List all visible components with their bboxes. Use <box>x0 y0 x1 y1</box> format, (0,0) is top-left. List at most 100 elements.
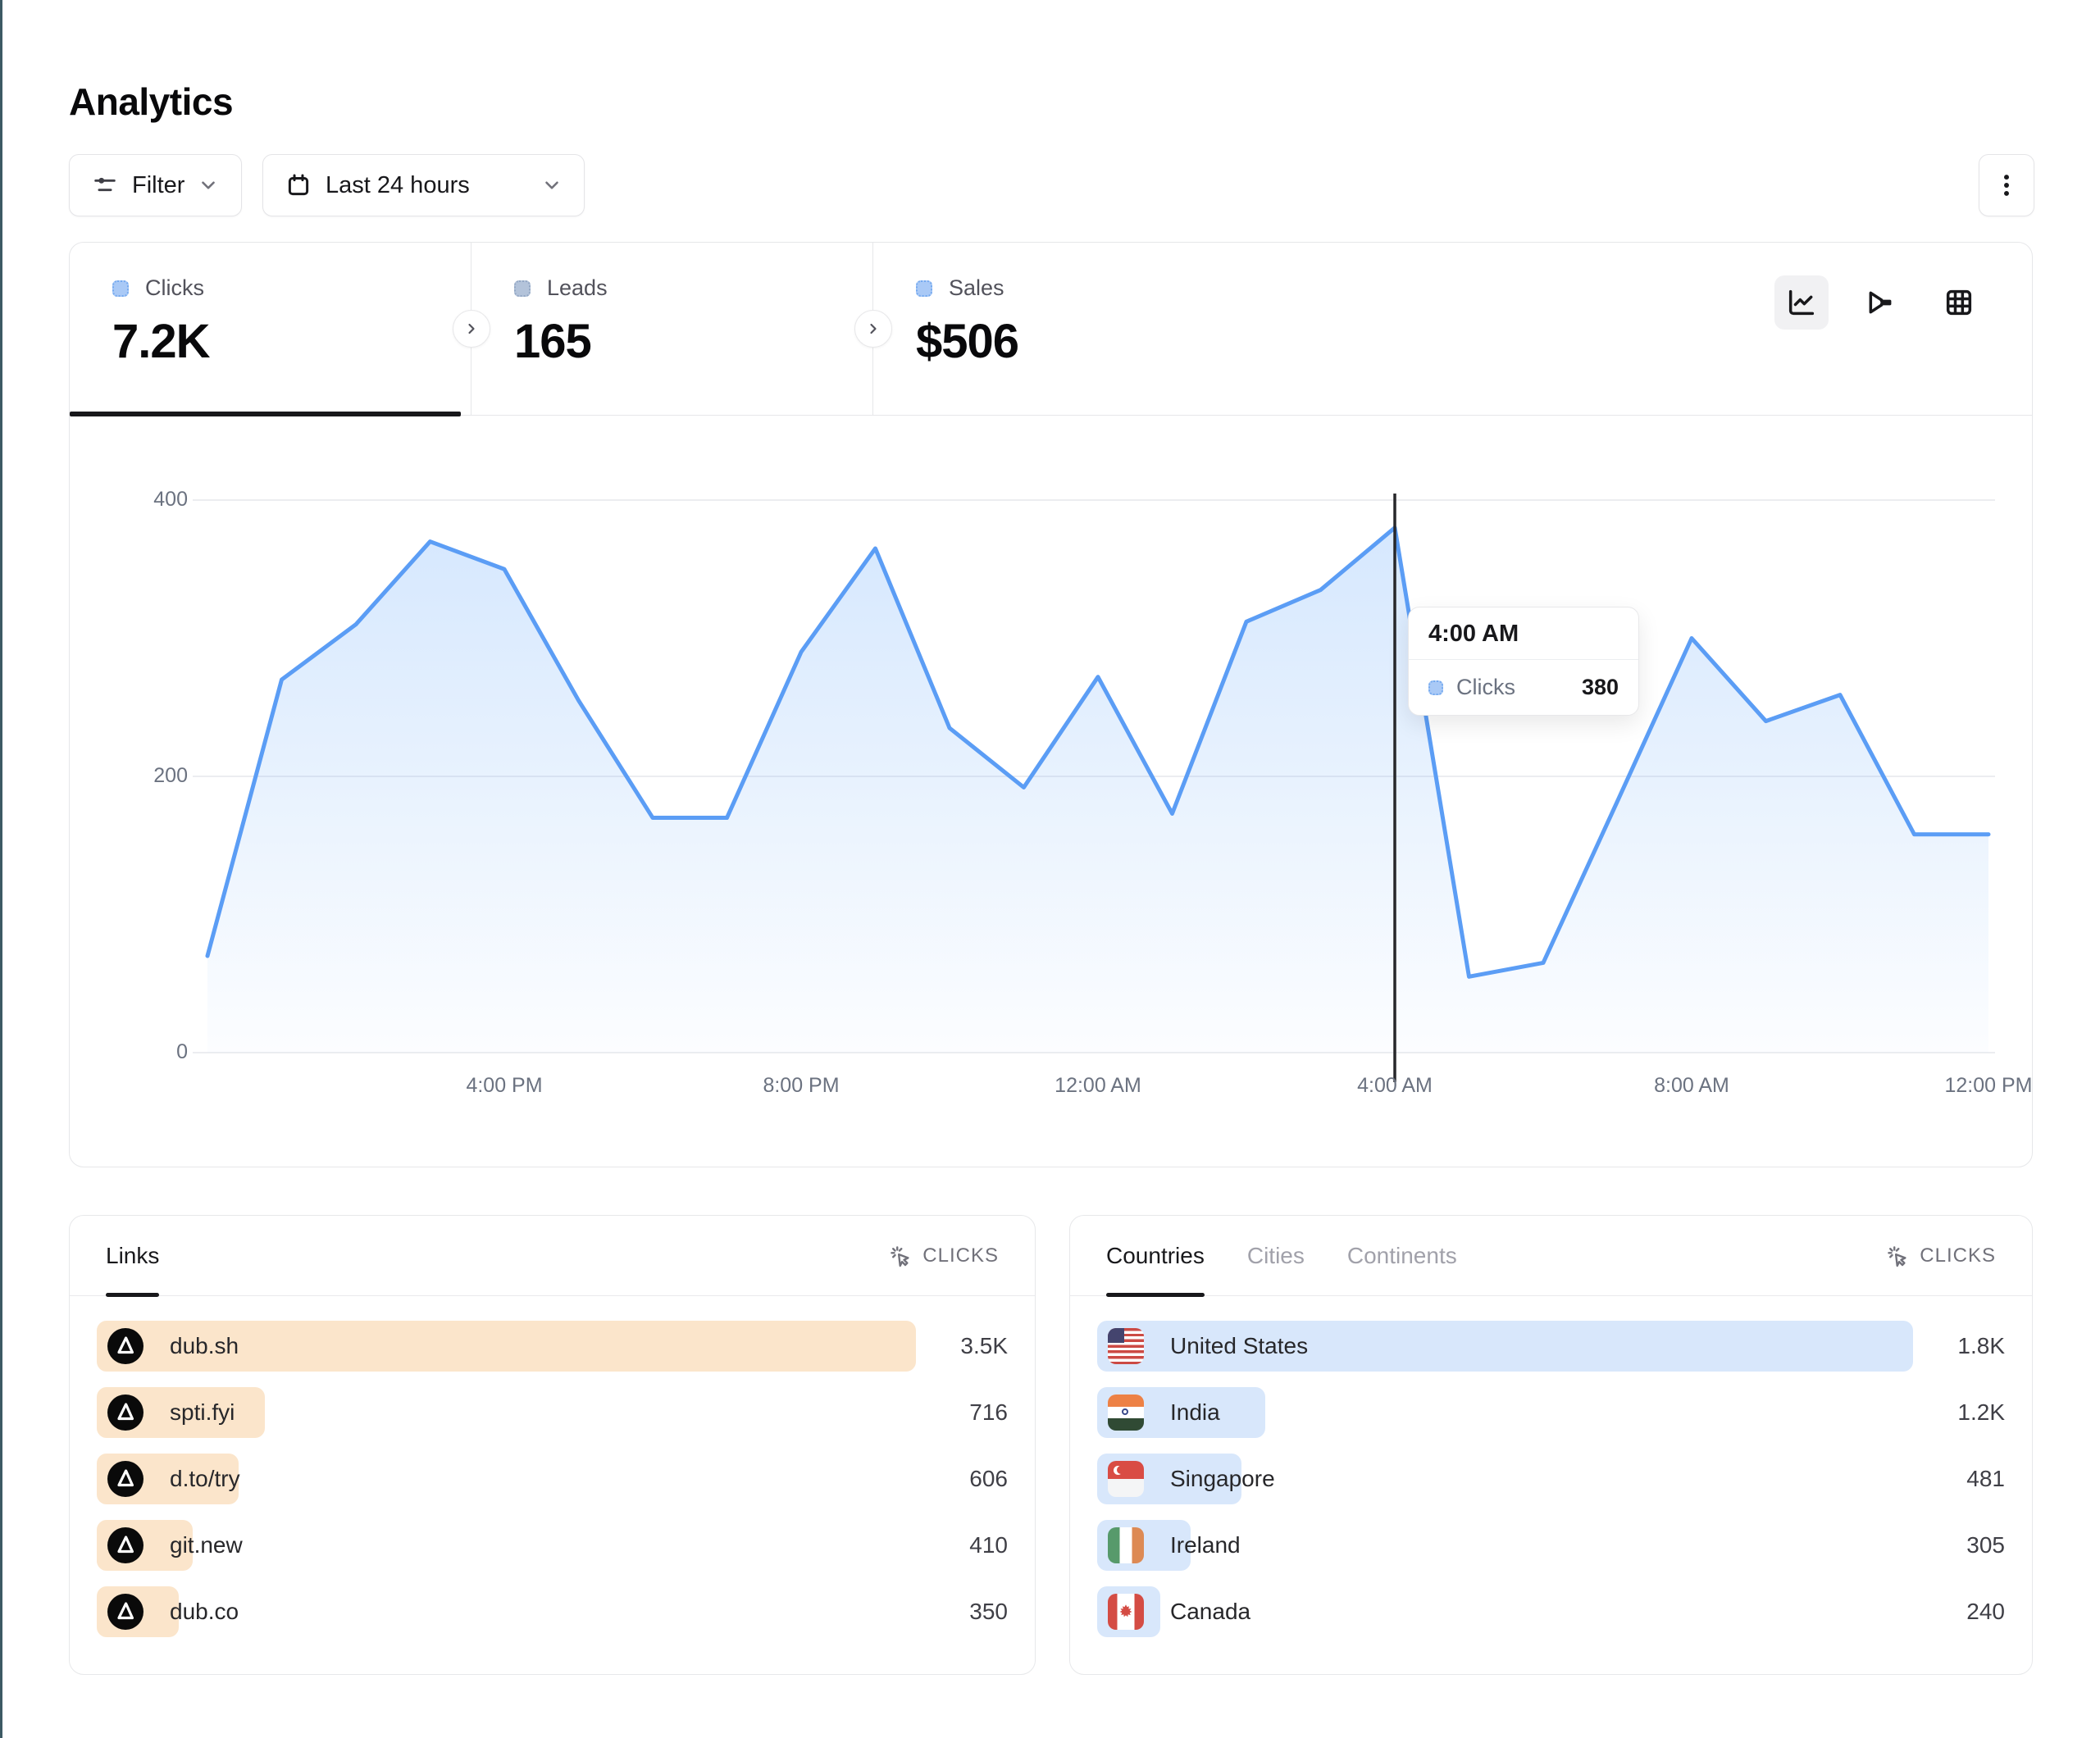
dub-logo-icon <box>107 1594 143 1630</box>
metric-header-label: CLICKS <box>922 1244 999 1267</box>
metric-header-label: CLICKS <box>1920 1244 1996 1267</box>
links-panel-header: Links CLICKS <box>70 1216 1035 1297</box>
bar-track: Canada <box>1097 1586 1913 1637</box>
ie-flag-icon <box>1108 1527 1144 1563</box>
row-value: 716 <box>969 1399 1008 1425</box>
date-range-button[interactable]: Last 24 hours <box>262 154 585 216</box>
table-view-button[interactable] <box>1932 275 1986 330</box>
line-chart-view-button[interactable] <box>1774 275 1829 330</box>
metric-label: Sales <box>949 275 1004 300</box>
row-value: 1.8K <box>1957 1333 2005 1358</box>
dub-logo-icon <box>107 1461 143 1497</box>
links-panel: Links CLICKS dub.sh 3.5K <box>69 1215 1036 1675</box>
tooltip-series-marker-icon <box>1428 680 1443 695</box>
bar-track: dub.co <box>97 1586 916 1637</box>
left-edge-accent <box>0 0 2 1738</box>
tab-continents[interactable]: Continents <box>1346 1242 1457 1268</box>
links-list: dub.sh 3.5K spti.fyi 716 d.to/try 606 <box>70 1296 1035 1637</box>
us-flag-icon <box>1108 1328 1144 1364</box>
row-label: Canada <box>1170 1599 1251 1624</box>
list-item[interactable]: United States 1.8K <box>1097 1321 2005 1372</box>
row-label: Singapore <box>1170 1466 1275 1491</box>
expand-leads-chevron[interactable] <box>854 310 892 348</box>
chart-canvas <box>193 494 1995 1082</box>
bar-track: India <box>1097 1387 1913 1438</box>
row-label: India <box>1170 1399 1220 1425</box>
row-value: 240 <box>1966 1599 2005 1624</box>
list-item[interactable]: git.new 410 <box>97 1520 1008 1571</box>
bar-track: d.to/try <box>97 1454 916 1504</box>
bar-track: United States <box>1097 1321 1913 1372</box>
row-label: d.to/try <box>170 1466 240 1491</box>
row-value: 410 <box>969 1532 1008 1558</box>
cursor-click-icon <box>888 1244 913 1268</box>
tab-leads[interactable]: Leads 165 <box>471 243 873 415</box>
in-flag-icon <box>1108 1394 1144 1431</box>
tooltip-series-label: Clicks <box>1456 675 1515 699</box>
ca-flag-icon <box>1108 1594 1144 1630</box>
list-item[interactable]: Canada 240 <box>1097 1586 2005 1637</box>
page-title: Analytics <box>69 80 234 123</box>
kebab-menu-icon <box>1993 171 2020 199</box>
list-item[interactable]: Singapore 481 <box>1097 1454 2005 1504</box>
filter-label: Filter <box>132 171 185 198</box>
leads-marker-icon <box>514 280 531 297</box>
row-value: 3.5K <box>960 1333 1008 1358</box>
row-value: 305 <box>1966 1532 2005 1558</box>
countries-panel-header: Countries Cities Continents CLICKS <box>1070 1216 2032 1297</box>
list-item[interactable]: Ireland 305 <box>1097 1520 2005 1571</box>
tab-clicks[interactable]: Clicks 7.2K <box>70 243 471 416</box>
row-value: 481 <box>1966 1466 2005 1491</box>
countries-list: United States 1.8K India 1.2K Singapore … <box>1070 1296 2032 1637</box>
clicks-marker-icon <box>112 280 129 297</box>
clicks-area-chart[interactable]: 0 200 400 4:00 PM 8:00 PM 12:00 AM 4:00 AM 8:00… <box>70 416 2032 1167</box>
row-label: dub.sh <box>170 1333 239 1358</box>
sales-marker-icon <box>916 280 932 297</box>
metric-label: Leads <box>547 275 608 300</box>
row-label: dub.co <box>170 1599 239 1624</box>
filter-button[interactable]: Filter <box>69 154 242 216</box>
date-range-label: Last 24 hours <box>326 171 470 198</box>
list-item[interactable]: dub.co 350 <box>97 1586 1008 1637</box>
dub-logo-icon <box>107 1527 143 1563</box>
bar-track: git.new <box>97 1520 916 1571</box>
list-item[interactable]: India 1.2K <box>1097 1387 2005 1438</box>
tab-countries[interactable]: Countries <box>1106 1216 1205 1297</box>
bar-track: Singapore <box>1097 1454 1913 1504</box>
dub-logo-icon <box>107 1328 143 1364</box>
tooltip-time: 4:00 AM <box>1409 607 1638 660</box>
row-label: United States <box>1170 1333 1309 1358</box>
calendar-icon <box>285 171 312 199</box>
tooltip-series-value: 380 <box>1581 675 1619 699</box>
metric-label: Clicks <box>145 275 204 300</box>
list-item[interactable]: d.to/try 606 <box>97 1454 1008 1504</box>
list-item[interactable]: spti.fyi 716 <box>97 1387 1008 1438</box>
funnel-view-button[interactable] <box>1853 275 1907 330</box>
bar-fill <box>1097 1321 1913 1372</box>
more-options-button[interactable] <box>1979 154 2034 216</box>
metric-tabs-row: Clicks 7.2K Leads 165 Sales $506 <box>70 243 2032 416</box>
countries-metric-header[interactable]: CLICKS <box>1885 1244 1996 1268</box>
countries-panel: Countries Cities Continents CLICKS United … <box>1069 1215 2033 1675</box>
bar-track: Ireland <box>1097 1520 1913 1571</box>
expand-clicks-chevron[interactable] <box>453 310 490 348</box>
row-value: 606 <box>969 1466 1008 1491</box>
metric-value: 7.2K <box>112 315 211 368</box>
row-label: git.new <box>170 1532 243 1558</box>
row-value: 350 <box>969 1599 1008 1624</box>
tab-sales[interactable]: Sales $506 <box>873 243 1019 415</box>
row-value: 1.2K <box>1957 1399 2005 1425</box>
cursor-click-icon <box>1885 1244 1910 1268</box>
geo-tabs: Countries Cities Continents <box>1106 1216 1500 1297</box>
metric-value: 165 <box>514 315 592 368</box>
links-metric-header[interactable]: CLICKS <box>888 1244 999 1268</box>
bar-fill <box>97 1321 916 1372</box>
chart-view-toggle <box>1774 275 1986 330</box>
chevron-down-icon <box>541 175 563 196</box>
tab-label: Links <box>106 1242 160 1268</box>
metric-value: $506 <box>916 315 1019 368</box>
tab-cities[interactable]: Cities <box>1246 1242 1305 1268</box>
row-label: spti.fyi <box>170 1399 235 1425</box>
tab-links[interactable]: Links <box>106 1216 160 1297</box>
list-item[interactable]: dub.sh 3.5K <box>97 1321 1008 1372</box>
